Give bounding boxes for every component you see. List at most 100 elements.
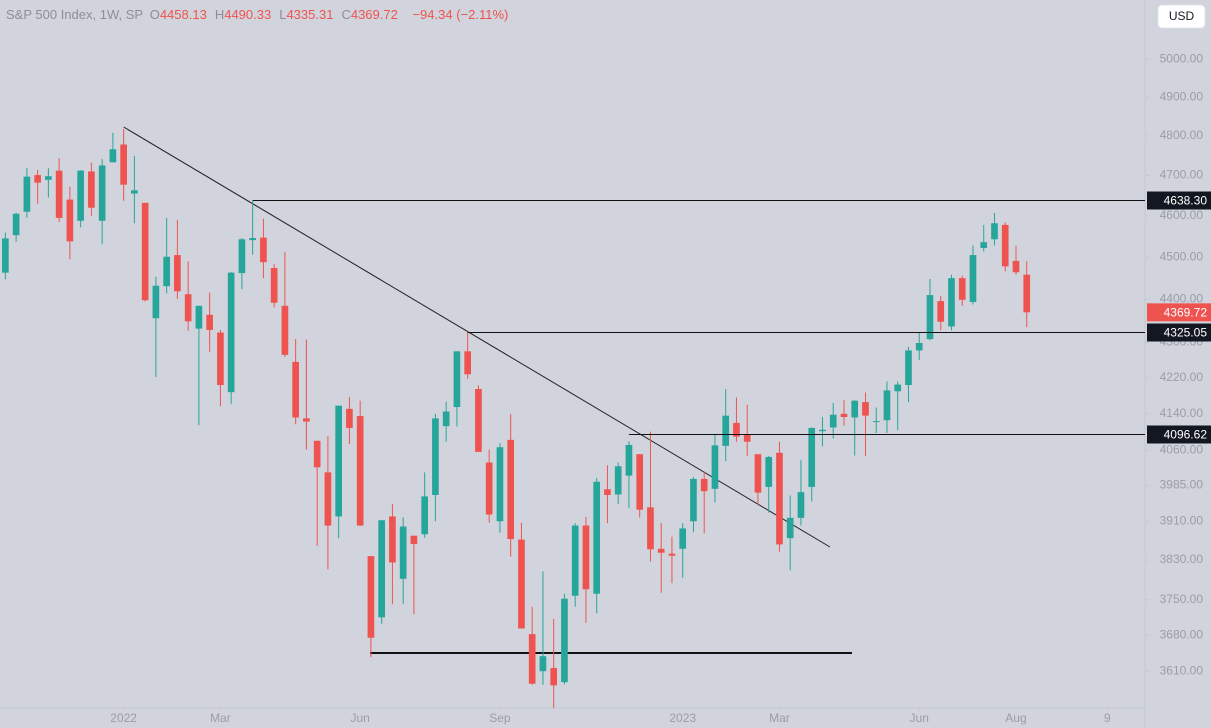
x-tick-label: Jun (910, 711, 929, 725)
candle-body (421, 496, 429, 535)
candle-body (378, 520, 385, 618)
candle-body (625, 444, 633, 476)
level-box (1147, 425, 1211, 444)
candle-body (539, 656, 547, 672)
candle-body (840, 413, 848, 417)
legend-value: 4335.31 (286, 7, 334, 22)
candle-body (2, 238, 9, 273)
level-box (1147, 191, 1211, 210)
candle-body (657, 548, 665, 553)
candle-body (292, 361, 299, 418)
candle-body (754, 454, 762, 493)
candle-body (464, 351, 472, 375)
ohlc: O4458.13 H4490.33 L4335.31 C4369.72 (150, 7, 406, 22)
candle-body (786, 517, 794, 539)
candle-body (518, 539, 525, 629)
plot-area (2, 126, 1145, 708)
candle-body (335, 405, 342, 517)
currency-label[interactable]: USD (1169, 9, 1195, 23)
candle-body (313, 440, 321, 468)
y-tick-label: 4700.00 (1160, 168, 1204, 182)
candle-body (829, 414, 837, 428)
currency-button[interactable] (1157, 4, 1206, 29)
legend-key: L (279, 7, 287, 22)
candle-body (12, 213, 20, 236)
level-label: 4096.62 (1164, 428, 1208, 442)
last-price-label: 4369.72 (1164, 306, 1208, 320)
candle-body (163, 256, 170, 287)
x-tick-label: 9 (1104, 711, 1111, 725)
candle-body (582, 525, 590, 590)
candle-body (614, 466, 622, 495)
legend-key: C (341, 7, 351, 22)
candle-body (894, 384, 902, 392)
candle-body (152, 285, 160, 319)
candle-body (797, 492, 805, 518)
level-label: 4325.05 (1164, 326, 1208, 340)
candle-body (991, 223, 998, 240)
x-tick-label: Sep (489, 711, 511, 725)
x-tick-label: Jun (350, 711, 369, 725)
candle-body (937, 301, 945, 322)
candle-body (141, 202, 149, 301)
candle-body (55, 170, 63, 218)
candle-body (77, 170, 84, 221)
candle-body (668, 553, 676, 556)
candle-body (34, 175, 41, 183)
candle-body (862, 402, 869, 416)
candle-body (217, 332, 224, 385)
candle-body (915, 343, 923, 351)
y-tick-label: 5000.00 (1160, 51, 1204, 65)
candle-body (507, 439, 515, 540)
candle-body (700, 478, 708, 492)
candle-body (926, 295, 934, 340)
candle-body (389, 516, 396, 563)
candle-body (948, 278, 955, 327)
legend-value: 4369.72 (350, 7, 398, 22)
y-tick-label: 4500.00 (1160, 249, 1204, 263)
candle-body (636, 454, 644, 510)
y-tick-label: 3985.00 (1160, 478, 1204, 492)
candle-body (765, 456, 773, 487)
y-tick-label: 4220.00 (1160, 370, 1204, 384)
level-label: 4638.30 (1164, 194, 1208, 208)
candle-body (356, 416, 364, 526)
candle-body (238, 239, 246, 274)
candle-body (120, 144, 127, 185)
x-tick-label: Mar (210, 711, 231, 725)
last-price-box (1147, 303, 1211, 322)
candle-body (647, 507, 654, 550)
y-tick-label: 3750.00 (1160, 592, 1204, 606)
y-tick-label: 3680.00 (1160, 627, 1204, 641)
candle-body (485, 462, 493, 515)
candle-body (743, 434, 751, 442)
candle-body (722, 415, 730, 446)
candle-body (303, 418, 310, 422)
candle-body (324, 472, 332, 526)
y-tick-label: 3610.00 (1160, 663, 1204, 677)
candle-body (883, 390, 891, 421)
candle-body (733, 422, 740, 437)
candle-body (399, 526, 407, 579)
candle-body (711, 445, 719, 489)
candle-body (109, 149, 117, 163)
candle-body (475, 389, 482, 452)
candle-body (45, 176, 52, 180)
x-tick-label: Mar (769, 711, 790, 725)
candle-body (550, 668, 558, 686)
y-tick-label: 4140.00 (1160, 406, 1204, 420)
candle-body (206, 314, 213, 330)
candle-body (496, 447, 504, 522)
candle-body (270, 268, 278, 303)
y-tick-label: 3830.00 (1160, 552, 1204, 566)
candle-body (367, 556, 375, 638)
legend-value: 4490.33 (224, 7, 272, 22)
legend-key: H (214, 7, 225, 22)
candle-body (851, 400, 859, 418)
legend-key: O (149, 7, 160, 22)
candle-body (346, 408, 353, 428)
candle-body (776, 452, 783, 545)
candle-body (195, 305, 203, 329)
candle-body (808, 427, 816, 487)
